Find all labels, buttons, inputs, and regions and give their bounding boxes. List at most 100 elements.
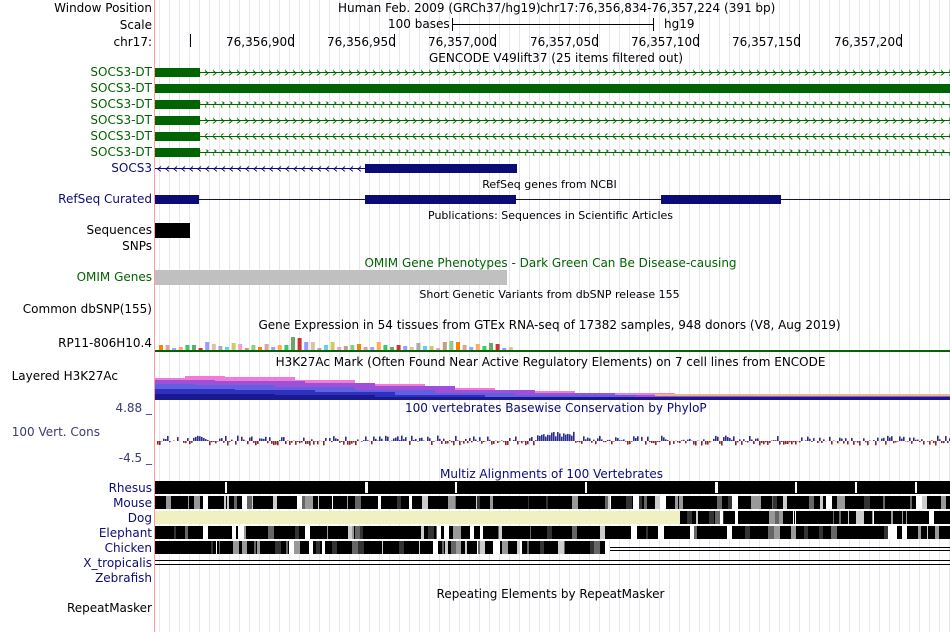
gtex-tissue-bar bbox=[370, 347, 375, 350]
gencode-transcript[interactable] bbox=[155, 68, 950, 77]
omim-track-label[interactable]: OMIM Genes bbox=[76, 270, 152, 284]
multiz-block bbox=[698, 511, 702, 524]
phylop-bar bbox=[475, 439, 477, 441]
h3k27ac-layered-signal[interactable] bbox=[155, 370, 950, 400]
multiz-block bbox=[775, 511, 779, 524]
phylop-bar bbox=[911, 441, 913, 444]
multiz-species-label[interactable]: Chicken bbox=[104, 541, 152, 555]
multiz-alignment-graphic[interactable] bbox=[155, 481, 950, 573]
multiz-species-label[interactable]: X_tropicalis bbox=[83, 556, 152, 570]
multiz-block bbox=[929, 511, 934, 524]
multiz-block bbox=[828, 511, 831, 524]
phylop-conservation-wiggle[interactable] bbox=[155, 415, 950, 470]
gtex-tissue-bar bbox=[264, 344, 269, 350]
multiz-block bbox=[269, 496, 273, 509]
phylop-bar bbox=[437, 435, 439, 441]
multiz-block bbox=[823, 526, 826, 539]
phylop-bar bbox=[723, 437, 725, 441]
multiz-species-label[interactable]: Mouse bbox=[113, 496, 152, 510]
phylop-bar bbox=[277, 441, 279, 446]
phylop-bar bbox=[397, 436, 399, 441]
multiz-block bbox=[864, 496, 870, 509]
multiz-block bbox=[681, 526, 686, 539]
refseq-gene[interactable] bbox=[155, 193, 950, 207]
multiz-block bbox=[744, 511, 749, 524]
gencode-item-label[interactable]: SOCS3 bbox=[111, 161, 152, 175]
phylop-bar bbox=[945, 436, 947, 441]
gencode-transcript[interactable] bbox=[155, 84, 950, 93]
multiz-block bbox=[197, 526, 200, 539]
refseq-track-label[interactable]: RefSeq Curated bbox=[58, 192, 152, 206]
multiz-block bbox=[162, 526, 168, 539]
ruler-tick bbox=[901, 34, 902, 47]
gencode-item-label[interactable]: SOCS3-DT bbox=[90, 113, 152, 127]
gencode-item-label[interactable]: SOCS3-DT bbox=[90, 145, 152, 159]
phylop-bar bbox=[713, 438, 715, 441]
multiz-block bbox=[611, 496, 615, 509]
gencode-transcript[interactable] bbox=[155, 100, 950, 109]
track-data-panel[interactable]: Human Feb. 2009 (GRCh37/hg19) chr17:76,3… bbox=[155, 0, 950, 632]
multiz-block bbox=[819, 526, 823, 539]
gtex-expression-graphic[interactable] bbox=[155, 330, 950, 354]
repeatmasker-track-label[interactable]: RepeatMasker bbox=[66, 601, 152, 615]
multiz-block bbox=[854, 511, 856, 524]
gencode-item-label[interactable]: SOCS3-DT bbox=[90, 65, 152, 79]
h3k27ac-track-label[interactable]: Layered H3K27Ac bbox=[11, 369, 118, 383]
multiz-block bbox=[738, 511, 744, 524]
gencode-transcript[interactable] bbox=[155, 116, 950, 125]
publication-sequence-block[interactable] bbox=[155, 223, 190, 238]
multiz-species-label[interactable]: Elephant bbox=[98, 526, 152, 540]
gencode-item-label[interactable]: SOCS3-DT bbox=[90, 81, 152, 95]
gtex-tissue-bar bbox=[165, 345, 170, 350]
publications-snps-label[interactable]: SNPs bbox=[122, 239, 152, 253]
multiz-block bbox=[833, 511, 834, 524]
gtex-tissue-bar bbox=[244, 348, 249, 350]
multiz-block bbox=[777, 496, 780, 509]
gtex-tissue-bar bbox=[409, 347, 414, 350]
multiz-block bbox=[341, 541, 347, 554]
gencode-transcript[interactable] bbox=[155, 132, 950, 141]
phylop-bar bbox=[497, 441, 499, 443]
multiz-block bbox=[548, 496, 550, 509]
multiz-block bbox=[252, 496, 253, 509]
gencode-item-label[interactable]: SOCS3-DT bbox=[90, 129, 152, 143]
multiz-species-label[interactable]: Rhesus bbox=[108, 481, 152, 495]
multiz-block bbox=[294, 526, 295, 539]
multiz-block bbox=[857, 526, 862, 539]
phylop-bar bbox=[289, 441, 291, 445]
phylop-bar bbox=[311, 439, 313, 441]
omim-phenotype-bar[interactable] bbox=[155, 270, 507, 285]
multiz-block bbox=[948, 526, 950, 539]
phylop-track-label[interactable]: 100 Vert. Cons bbox=[11, 425, 100, 439]
multiz-block bbox=[320, 526, 324, 539]
gencode-transcript-socs3[interactable] bbox=[155, 164, 517, 173]
multiz-block bbox=[374, 541, 375, 554]
phylop-bar bbox=[581, 441, 583, 444]
gencode-transcript[interactable] bbox=[155, 148, 950, 157]
multiz-block bbox=[660, 496, 666, 509]
position-text[interactable]: chr17:76,356,834-76,357,224 (391 bp) bbox=[540, 1, 776, 15]
phylop-bar bbox=[805, 440, 807, 441]
multiz-block bbox=[567, 496, 572, 509]
gtex-tissue-bar bbox=[508, 347, 513, 350]
multiz-species-label[interactable]: Dog bbox=[127, 511, 152, 525]
multiz-block bbox=[467, 541, 471, 554]
multiz-species-label[interactable]: Zebrafish bbox=[95, 571, 152, 585]
multiz-block bbox=[723, 526, 726, 539]
phylop-bar bbox=[773, 440, 775, 441]
phylop-bar bbox=[197, 435, 199, 441]
gencode-track-graphics[interactable] bbox=[155, 64, 950, 176]
dbsnp-track-label[interactable]: Common dbSNP(155) bbox=[22, 302, 152, 316]
multiz-block bbox=[361, 496, 366, 509]
gencode-item-label[interactable]: SOCS3-DT bbox=[90, 97, 152, 111]
multiz-block bbox=[409, 496, 412, 509]
phylop-bar bbox=[769, 441, 771, 443]
multiz-block bbox=[188, 526, 192, 539]
gtex-track-label[interactable]: RP11-806H10.4 bbox=[58, 336, 152, 350]
phylop-bar bbox=[679, 441, 681, 444]
multiz-block bbox=[892, 496, 898, 509]
multiz-block bbox=[232, 541, 233, 554]
publications-track-label[interactable]: Sequences bbox=[86, 223, 152, 237]
multiz-block bbox=[504, 496, 505, 509]
